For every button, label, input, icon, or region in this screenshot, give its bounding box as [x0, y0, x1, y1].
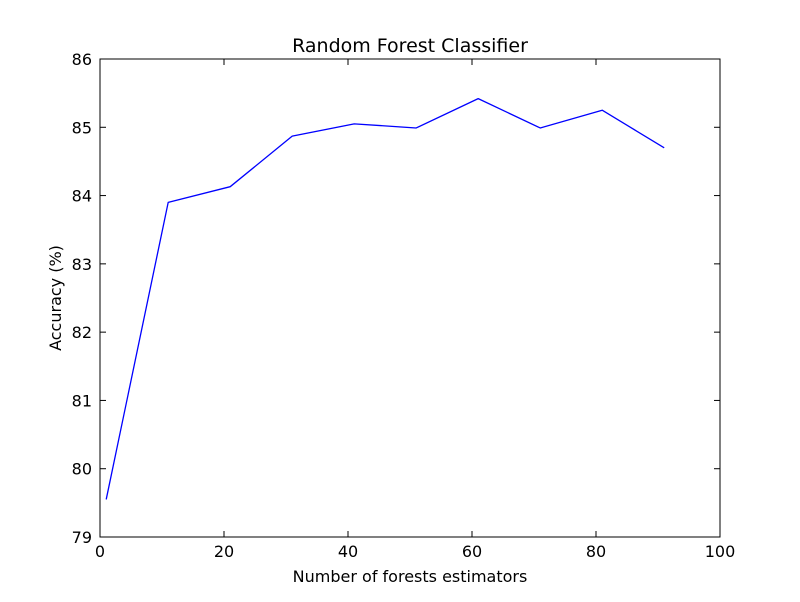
y-axis-ticks: 79 80 81 82 83 84 85 86 [72, 50, 720, 547]
chart-title: Random Forest Classifier [292, 35, 528, 57]
y-tick-label: 82 [72, 323, 92, 342]
y-tick-label: 79 [72, 528, 92, 547]
x-axis-label: Number of forests estimators [293, 567, 528, 586]
axes-frame [99, 58, 721, 538]
y-tick-label: 86 [72, 50, 92, 69]
x-tick-label: 40 [338, 542, 358, 561]
y-tick-label: 84 [72, 187, 92, 206]
series-lines [105, 97, 665, 500]
y-tick-label: 83 [72, 255, 92, 274]
x-tick-label: 100 [705, 542, 736, 561]
y-tick-label: 85 [72, 118, 92, 137]
y-tick-label: 81 [72, 391, 92, 410]
y-tick-label: 80 [72, 460, 92, 479]
x-tick-label: 80 [586, 542, 606, 561]
plot-area [100, 59, 720, 537]
x-tick-label: 60 [462, 542, 482, 561]
plot-background [100, 59, 720, 537]
series-line-accuracy [105, 97, 665, 500]
x-tick-label: 0 [95, 542, 105, 561]
x-axis-ticks: 0 20 40 60 80 100 [95, 59, 735, 561]
plot-frame [99, 58, 721, 538]
x-tick-label: 20 [214, 542, 234, 561]
y-axis-label: Accuracy (%) [46, 245, 65, 351]
